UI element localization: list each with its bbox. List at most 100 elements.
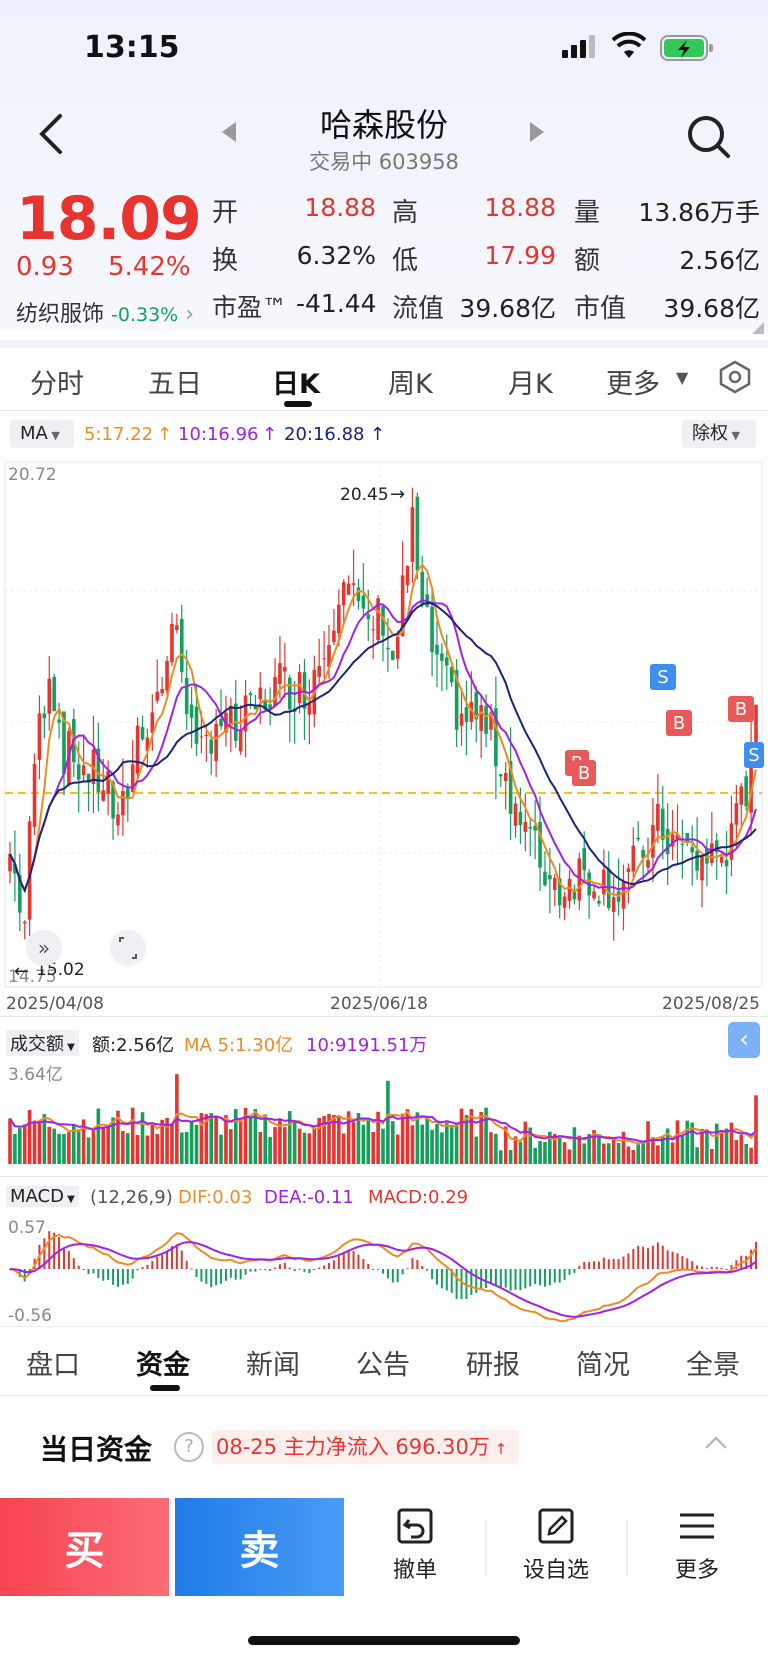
candle-body (557, 878, 562, 906)
tab-announcements[interactable]: 公告 (356, 1350, 410, 1381)
next-stock-icon[interactable] (528, 120, 546, 148)
help-icon[interactable]: ? (174, 1432, 204, 1462)
macd-bar (588, 1262, 591, 1269)
candle-body (209, 739, 214, 754)
candle-body (621, 881, 626, 909)
sell-button[interactable]: 卖 (175, 1498, 344, 1596)
macd-bar (347, 1250, 350, 1269)
fullscreen-icon[interactable] (110, 930, 146, 966)
candle-body (744, 776, 748, 807)
candle-body (459, 713, 464, 726)
volume-bar (37, 1121, 42, 1164)
tab-daily-k[interactable]: 日K (272, 369, 320, 400)
tab-research[interactable]: 研报 (466, 1350, 520, 1381)
volume-selector[interactable]: 成交额 ▼ (6, 1030, 79, 1056)
svg-text:S: S (748, 745, 759, 766)
chevron-up-icon[interactable] (704, 1434, 728, 1454)
search-icon[interactable] (686, 114, 732, 164)
ma-selector[interactable]: MA ▼ (10, 420, 74, 448)
volume-bar (209, 1113, 214, 1164)
macd-bar (82, 1269, 85, 1270)
macd-bar (190, 1268, 193, 1270)
volume-bar (513, 1136, 518, 1164)
tab-more[interactable]: 更多 (606, 369, 660, 400)
volume-bar (22, 1124, 27, 1164)
macd-bar (735, 1260, 738, 1269)
macd-bar (283, 1262, 286, 1269)
macd-bar (411, 1258, 414, 1269)
volume-bar (660, 1136, 665, 1164)
macd-selector[interactable]: MACD ▼ (6, 1186, 79, 1207)
sector-name: 纺织服饰 (16, 302, 105, 327)
trade-marker-b[interactable]: B (728, 696, 754, 722)
macd-bar (661, 1245, 664, 1269)
add-watchlist-button[interactable]: 设自选 (486, 1506, 626, 1584)
tab-order-book[interactable]: 盘口 (26, 1350, 80, 1381)
collapse-panel-button[interactable]: ‹ (728, 1022, 760, 1058)
volume-bar (528, 1127, 533, 1164)
macd-bar (141, 1267, 144, 1269)
settings-hex-icon[interactable] (718, 360, 752, 398)
tab-news[interactable]: 新闻 (246, 1350, 300, 1381)
tab-weekly-k[interactable]: 周K (388, 369, 433, 400)
volume-bar (602, 1143, 606, 1164)
candle-body (86, 773, 91, 783)
volume-bar (184, 1131, 189, 1164)
prev-stock-icon[interactable] (220, 120, 238, 148)
tab-five-day[interactable]: 五日 (148, 369, 202, 400)
candle-body (179, 618, 184, 673)
more-actions-button[interactable]: 更多 (627, 1506, 767, 1584)
cancel-order-button[interactable]: 撤单 (345, 1506, 485, 1584)
candle-body (8, 854, 12, 872)
macd-bar (303, 1269, 306, 1272)
trade-marker-b[interactable]: B (572, 760, 596, 786)
back-icon[interactable] (36, 112, 66, 160)
volume-bar (307, 1133, 312, 1164)
volume-value: 13.86万手 (638, 198, 760, 227)
chevron-down-icon: ▼ (676, 368, 689, 387)
candle-body (636, 837, 641, 840)
price-change: 0.93 (16, 252, 74, 282)
buy-button[interactable]: 买 (0, 1498, 169, 1596)
volume-bar (719, 1129, 724, 1164)
trade-marker-s[interactable]: S (744, 742, 764, 768)
ma5-value: 5:17.22 (84, 424, 154, 445)
volume-bar (700, 1128, 704, 1164)
macd-bar (259, 1268, 262, 1270)
candle-body (533, 825, 537, 831)
fast-forward-icon[interactable]: » (26, 930, 62, 966)
volume-bar (484, 1107, 488, 1164)
macd-bar (686, 1258, 689, 1269)
tab-profile[interactable]: 简况 (576, 1350, 630, 1381)
macd-bar (593, 1261, 596, 1269)
expand-corner-icon[interactable] (752, 322, 764, 334)
volume-bar (386, 1080, 390, 1164)
macd-bar (568, 1269, 571, 1275)
tab-overview[interactable]: 全景 (686, 1350, 740, 1381)
candle-body (52, 677, 56, 712)
volume-bar (381, 1128, 385, 1164)
macd-bar (573, 1269, 576, 1273)
macd-bar (131, 1269, 134, 1279)
trade-marker-b[interactable]: B (666, 710, 692, 736)
tab-funds[interactable]: 资金 (136, 1350, 190, 1381)
adjust-selector[interactable]: 除权 ▼ (682, 420, 756, 448)
macd-bar (406, 1268, 409, 1270)
macd-bar (357, 1254, 360, 1269)
trade-marker-s[interactable]: S (650, 664, 676, 690)
kline-chart[interactable]: 20.72 14.75 20.45 → ← 15.02 B B S B B S … (0, 458, 768, 1018)
macd-bar (612, 1258, 615, 1269)
candle-body (449, 667, 454, 683)
chevron-down-icon: ▼ (64, 1042, 75, 1053)
tab-intraday[interactable]: 分时 (30, 369, 84, 400)
volume-bar (219, 1134, 223, 1164)
candle-body (27, 821, 32, 920)
candle-body (81, 765, 86, 776)
tab-monthly-k[interactable]: 月K (508, 369, 553, 400)
volume-bar (552, 1134, 557, 1164)
sector-link[interactable]: 纺织服饰 -0.33% › (16, 296, 194, 328)
volume-bar (258, 1131, 263, 1164)
volume-bar (695, 1147, 699, 1164)
volume-bar (67, 1132, 71, 1164)
macd-bar (681, 1256, 684, 1269)
